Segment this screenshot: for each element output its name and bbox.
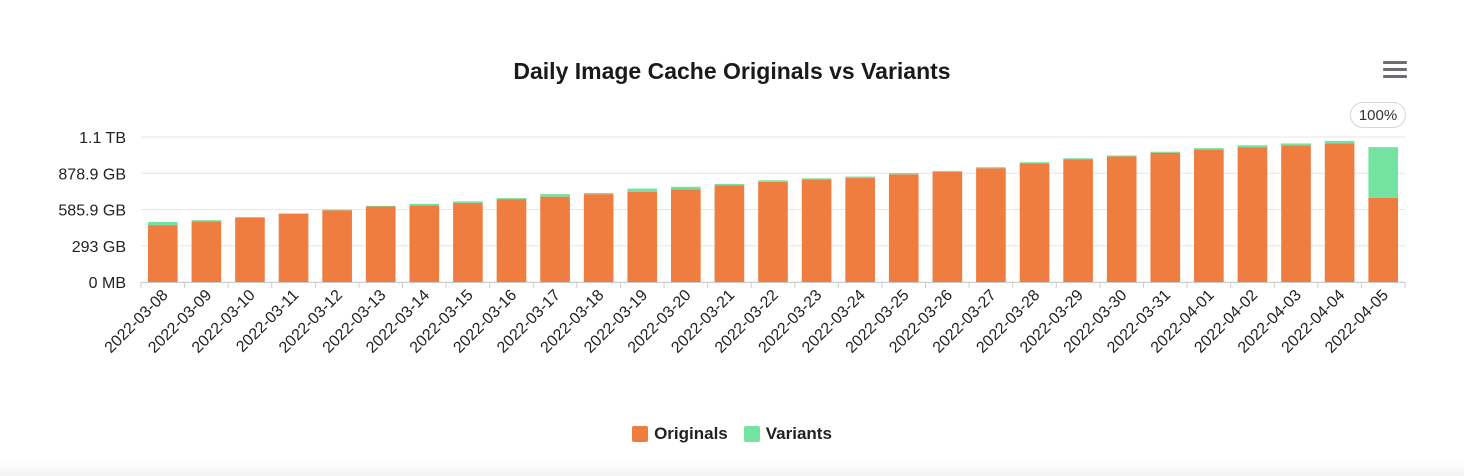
bar-originals: [365, 206, 396, 282]
bar-variants: [888, 173, 919, 175]
bar-originals: [278, 213, 309, 282]
bar-variants: [1324, 140, 1355, 144]
bar-variants: [1194, 148, 1224, 150]
chart-menu-button[interactable]: [1380, 58, 1410, 82]
bar-variants: [583, 192, 614, 195]
bar-originals: [1281, 145, 1311, 282]
bar-variants: [1237, 145, 1268, 148]
bar-variants: [1368, 147, 1399, 198]
bar-variants: [409, 203, 440, 206]
bar-variants: [671, 186, 701, 190]
chart-legend: Originals Variants: [0, 424, 1464, 444]
bar-originals: [540, 196, 570, 282]
bar-originals: [1368, 197, 1399, 282]
bar-variants: [1281, 143, 1311, 146]
bar-variants: [540, 194, 570, 197]
bar-variants: [1150, 151, 1181, 153]
bar-variants: [976, 167, 1006, 169]
bar-variants: [845, 176, 875, 179]
bar-variants: [932, 170, 963, 172]
bar-variants: [496, 198, 527, 200]
bar-variants: [1106, 155, 1137, 157]
bar-variants: [278, 213, 309, 214]
variants-swatch: [743, 426, 760, 442]
y-tick-label: 878.9 GB: [58, 166, 126, 183]
bar-variants: [758, 180, 788, 182]
bar-variants: [147, 221, 178, 226]
bar-originals: [801, 179, 832, 282]
bar-originals: [758, 181, 788, 282]
bar-originals: [976, 168, 1006, 282]
bar-originals: [1237, 147, 1268, 282]
bar-originals: [888, 174, 919, 282]
bar-originals: [322, 210, 352, 282]
bar-variants: [801, 178, 832, 180]
hamburger-menu-icon-bar: [1383, 75, 1407, 78]
bar-originals: [235, 217, 265, 282]
bar-variants: [191, 220, 222, 222]
bar-originals: [1194, 149, 1224, 282]
bar-originals: [627, 191, 658, 282]
legend-item-variants[interactable]: Variants: [743, 424, 832, 444]
y-tick-label: 0 MB: [89, 275, 126, 292]
bar-originals: [1324, 143, 1355, 282]
bar-variants: [453, 201, 483, 203]
hamburger-menu-icon: [1383, 61, 1407, 64]
zoom-level-badge[interactable]: 100%: [1350, 102, 1406, 128]
bar-variants: [1019, 162, 1050, 164]
bar-originals: [496, 199, 527, 282]
bar-originals: [932, 171, 963, 282]
y-tick-label: 293 GB: [72, 239, 126, 256]
bar-originals: [453, 202, 483, 282]
bar-variants: [1063, 158, 1093, 160]
y-tick-label: 585.9 GB: [58, 203, 126, 220]
bar-originals: [714, 185, 745, 282]
bar-variants: [714, 184, 745, 186]
y-tick-label: 1.1 TB: [79, 130, 126, 147]
chart-title: Daily Image Cache Originals vs Variants: [513, 58, 951, 84]
page-bottom-shade: [0, 460, 1464, 476]
bar-originals: [845, 178, 875, 282]
bar-originals: [409, 205, 440, 282]
bar-variants: [235, 217, 265, 218]
bar-originals: [1063, 159, 1093, 282]
bar-originals: [583, 194, 614, 282]
bar-variants: [365, 205, 396, 207]
bar-variants: [322, 209, 352, 211]
hamburger-menu-icon-bar: [1383, 68, 1407, 71]
legend-label-originals: Originals: [654, 424, 728, 443]
bar-variants: [627, 188, 658, 192]
bar-originals: [147, 225, 178, 282]
bar-originals: [1106, 156, 1137, 282]
bar-originals: [671, 189, 701, 282]
originals-swatch: [632, 426, 649, 442]
bar-originals: [191, 221, 222, 282]
legend-label-variants: Variants: [765, 424, 832, 443]
bar-originals: [1019, 163, 1050, 282]
legend-item-originals[interactable]: Originals: [632, 424, 728, 444]
bar-originals: [1150, 152, 1181, 282]
